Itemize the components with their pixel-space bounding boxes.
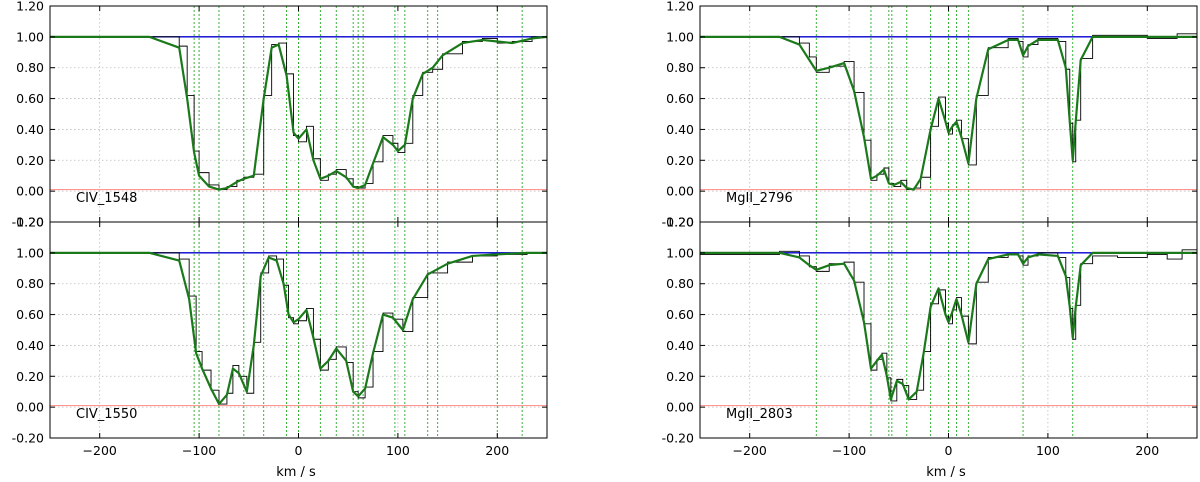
x-tick-label: 0 — [945, 443, 953, 458]
transition-label: MgII_2796 — [726, 191, 793, 206]
y-tick-label: -0.20 — [12, 431, 44, 446]
x-tick-label: −100 — [182, 443, 216, 458]
model-fit-line — [700, 251, 1197, 401]
data-spectrum-line — [50, 252, 547, 405]
y-tick-label: 0.60 — [666, 91, 694, 106]
y-tick-label: 0.00 — [16, 400, 44, 415]
y-tick-label: 0.80 — [666, 276, 694, 291]
x-tick-label: 100 — [1036, 443, 1060, 458]
y-tick-label: 0.20 — [666, 153, 694, 168]
panel-civ-1548: -0.20 0.00 0.20 0.40 0.60 0.80 1.00 1.20 CIV_154… — [12, 0, 548, 230]
x-tick-label: 200 — [1135, 443, 1159, 458]
y-tick-label: 1.20 — [16, 215, 44, 230]
x-tick-label: 200 — [485, 443, 509, 458]
y-tick-label: 0.20 — [666, 369, 694, 384]
y-tick-label: 0.60 — [16, 91, 44, 106]
y-tick-label: 0.40 — [16, 122, 44, 137]
y-tick-label: 0.00 — [666, 400, 694, 415]
panel-civ-1550: -0.20 0.00 0.20 0.40 0.60 0.80 1.00 1.20 −200 −10… — [12, 215, 548, 458]
x-axis-label-left: km / s — [276, 465, 316, 480]
y-tick-label: 1.20 — [666, 215, 694, 230]
y-tick-label: 1.20 — [666, 0, 694, 14]
y-tick-label: 0.00 — [666, 184, 694, 199]
y-tick-label: 0.80 — [666, 60, 694, 75]
y-tick-label: 0.40 — [666, 122, 694, 137]
x-tick-label: −200 — [83, 443, 117, 458]
model-fit-line — [50, 35, 547, 191]
y-tick-label: -0.20 — [662, 431, 694, 446]
x-tick-label: −200 — [733, 443, 767, 458]
panel-mgii-2796: -0.20 0.00 0.20 0.40 0.60 0.80 1.00 1.20 MgII_27… — [662, 0, 1198, 230]
y-tick-label: 1.00 — [666, 29, 694, 44]
y-tick-label: 0.00 — [16, 184, 44, 199]
x-tick-label: 0 — [295, 443, 303, 458]
transition-label: CIV_1550 — [76, 407, 137, 422]
model-fit-line — [50, 251, 547, 406]
y-tick-label: 1.00 — [16, 29, 44, 44]
y-tick-label: 0.60 — [666, 307, 694, 322]
model-fit-line — [700, 35, 1197, 191]
y-tick-label: -0.20 — [662, 215, 694, 230]
y-tick-label: 0.20 — [16, 153, 44, 168]
x-tick-label: −100 — [832, 443, 866, 458]
x-axis-label-right: km / s — [926, 465, 966, 480]
y-tick-label: 0.80 — [16, 60, 44, 75]
x-tick-label: 100 — [386, 443, 410, 458]
transition-label: MgII_2803 — [726, 407, 793, 422]
y-tick-label: 0.40 — [16, 338, 44, 353]
data-spectrum-line — [700, 249, 1197, 402]
y-tick-label: 1.20 — [16, 0, 44, 14]
y-tick-label: 0.60 — [16, 307, 44, 322]
y-tick-label: 1.00 — [666, 245, 694, 260]
y-tick-label: 0.80 — [16, 276, 44, 291]
y-tick-label: 0.20 — [16, 369, 44, 384]
y-tick-label: 0.40 — [666, 338, 694, 353]
panel-mgii-2803: -0.20 0.00 0.20 0.40 0.60 0.80 1.00 1.20 −200 −10… — [662, 215, 1198, 458]
transition-label: CIV_1548 — [76, 191, 137, 206]
y-tick-label: 1.00 — [16, 245, 44, 260]
y-tick-label: -0.20 — [12, 215, 44, 230]
